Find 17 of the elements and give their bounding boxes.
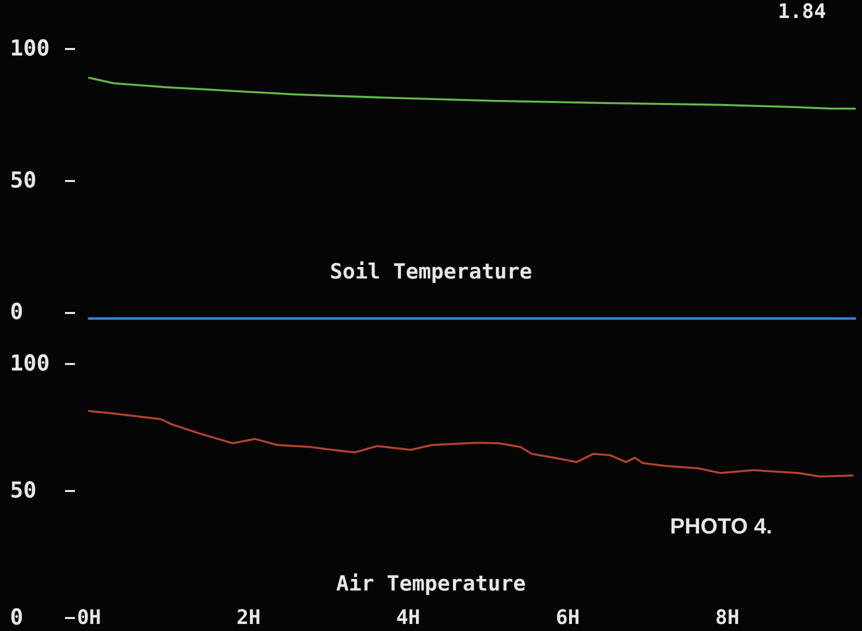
text: 1.84 — [778, 0, 826, 23]
line-series — [88, 76, 856, 110]
x-tick-label: 8H — [715, 605, 740, 629]
y-tick-label: 0 — [10, 300, 24, 326]
y-tick-label: 50 — [10, 478, 36, 504]
text: Air Temperature — [336, 572, 526, 596]
y-tick-label: 100 — [10, 36, 50, 62]
y-tick-label: 50 — [10, 168, 36, 194]
y-tick-label: 100 — [10, 352, 50, 376]
x-tick-label: 4H — [396, 605, 420, 629]
text: Soil Temperature — [330, 260, 532, 284]
annotation: PHOTO 4. — [670, 514, 772, 538]
x-tick-label: 6H — [556, 605, 580, 629]
x-tick-label: 0H — [76, 605, 102, 629]
x-tick-label: 2H — [236, 605, 261, 629]
line-series — [88, 410, 854, 478]
y-tick-label: 0 — [10, 606, 24, 630]
